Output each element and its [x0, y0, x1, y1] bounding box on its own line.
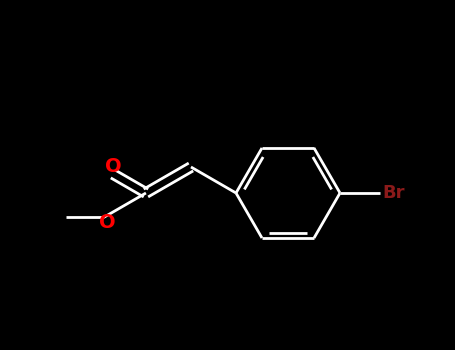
Text: O: O [105, 156, 121, 175]
Text: O: O [99, 212, 116, 231]
Text: Br: Br [382, 184, 404, 202]
